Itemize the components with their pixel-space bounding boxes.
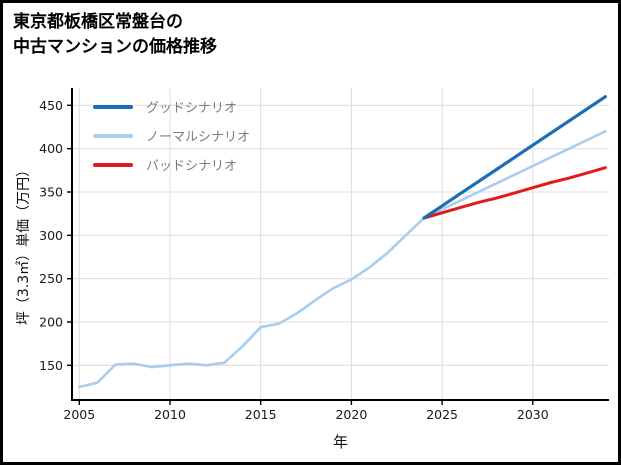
svg-text:2005: 2005 xyxy=(63,407,95,422)
svg-text:250: 250 xyxy=(39,271,63,286)
x-axis-label: 年 xyxy=(332,433,348,451)
svg-text:2015: 2015 xyxy=(245,407,277,422)
legend-item-good: グッドシナリオ xyxy=(93,97,250,116)
svg-text:400: 400 xyxy=(39,141,63,156)
legend-item-bad: バッドシナリオ xyxy=(93,155,250,174)
svg-text:300: 300 xyxy=(39,228,63,243)
page-title-line2: 中古マンションの価格推移 xyxy=(13,36,217,57)
legend-swatch-normal-icon xyxy=(93,133,133,138)
y-axis-label: 坪（3.3㎡）単価（万円） xyxy=(16,162,32,326)
svg-text:2020: 2020 xyxy=(335,407,367,422)
legend: グッドシナリオ ノーマルシナリオ バッドシナリオ xyxy=(93,97,250,174)
svg-text:2010: 2010 xyxy=(154,407,186,422)
svg-text:150: 150 xyxy=(39,358,63,373)
svg-text:2030: 2030 xyxy=(517,407,549,422)
svg-text:200: 200 xyxy=(39,315,63,330)
legend-label-bad: バッドシナリオ xyxy=(146,159,238,174)
price-chart-svg: 2005 2010 2015 2020 2025 2030 150 200 250 300 350 4… xyxy=(39,88,609,422)
legend-label-normal: ノーマルシナリオ xyxy=(146,130,251,145)
legend-swatch-bad-icon xyxy=(93,162,133,167)
legend-swatch-good-icon xyxy=(93,104,133,109)
page-title: 東京都板橋区常盤台の 中古マンションの価格推移 xyxy=(13,10,217,59)
legend-label-good: グッドシナリオ xyxy=(146,101,238,116)
page-title-line1: 東京都板橋区常盤台の xyxy=(13,12,183,32)
svg-text:2025: 2025 xyxy=(426,407,458,422)
legend-item-normal: ノーマルシナリオ xyxy=(93,126,250,145)
svg-text:350: 350 xyxy=(39,185,63,200)
svg-text:450: 450 xyxy=(39,98,63,113)
